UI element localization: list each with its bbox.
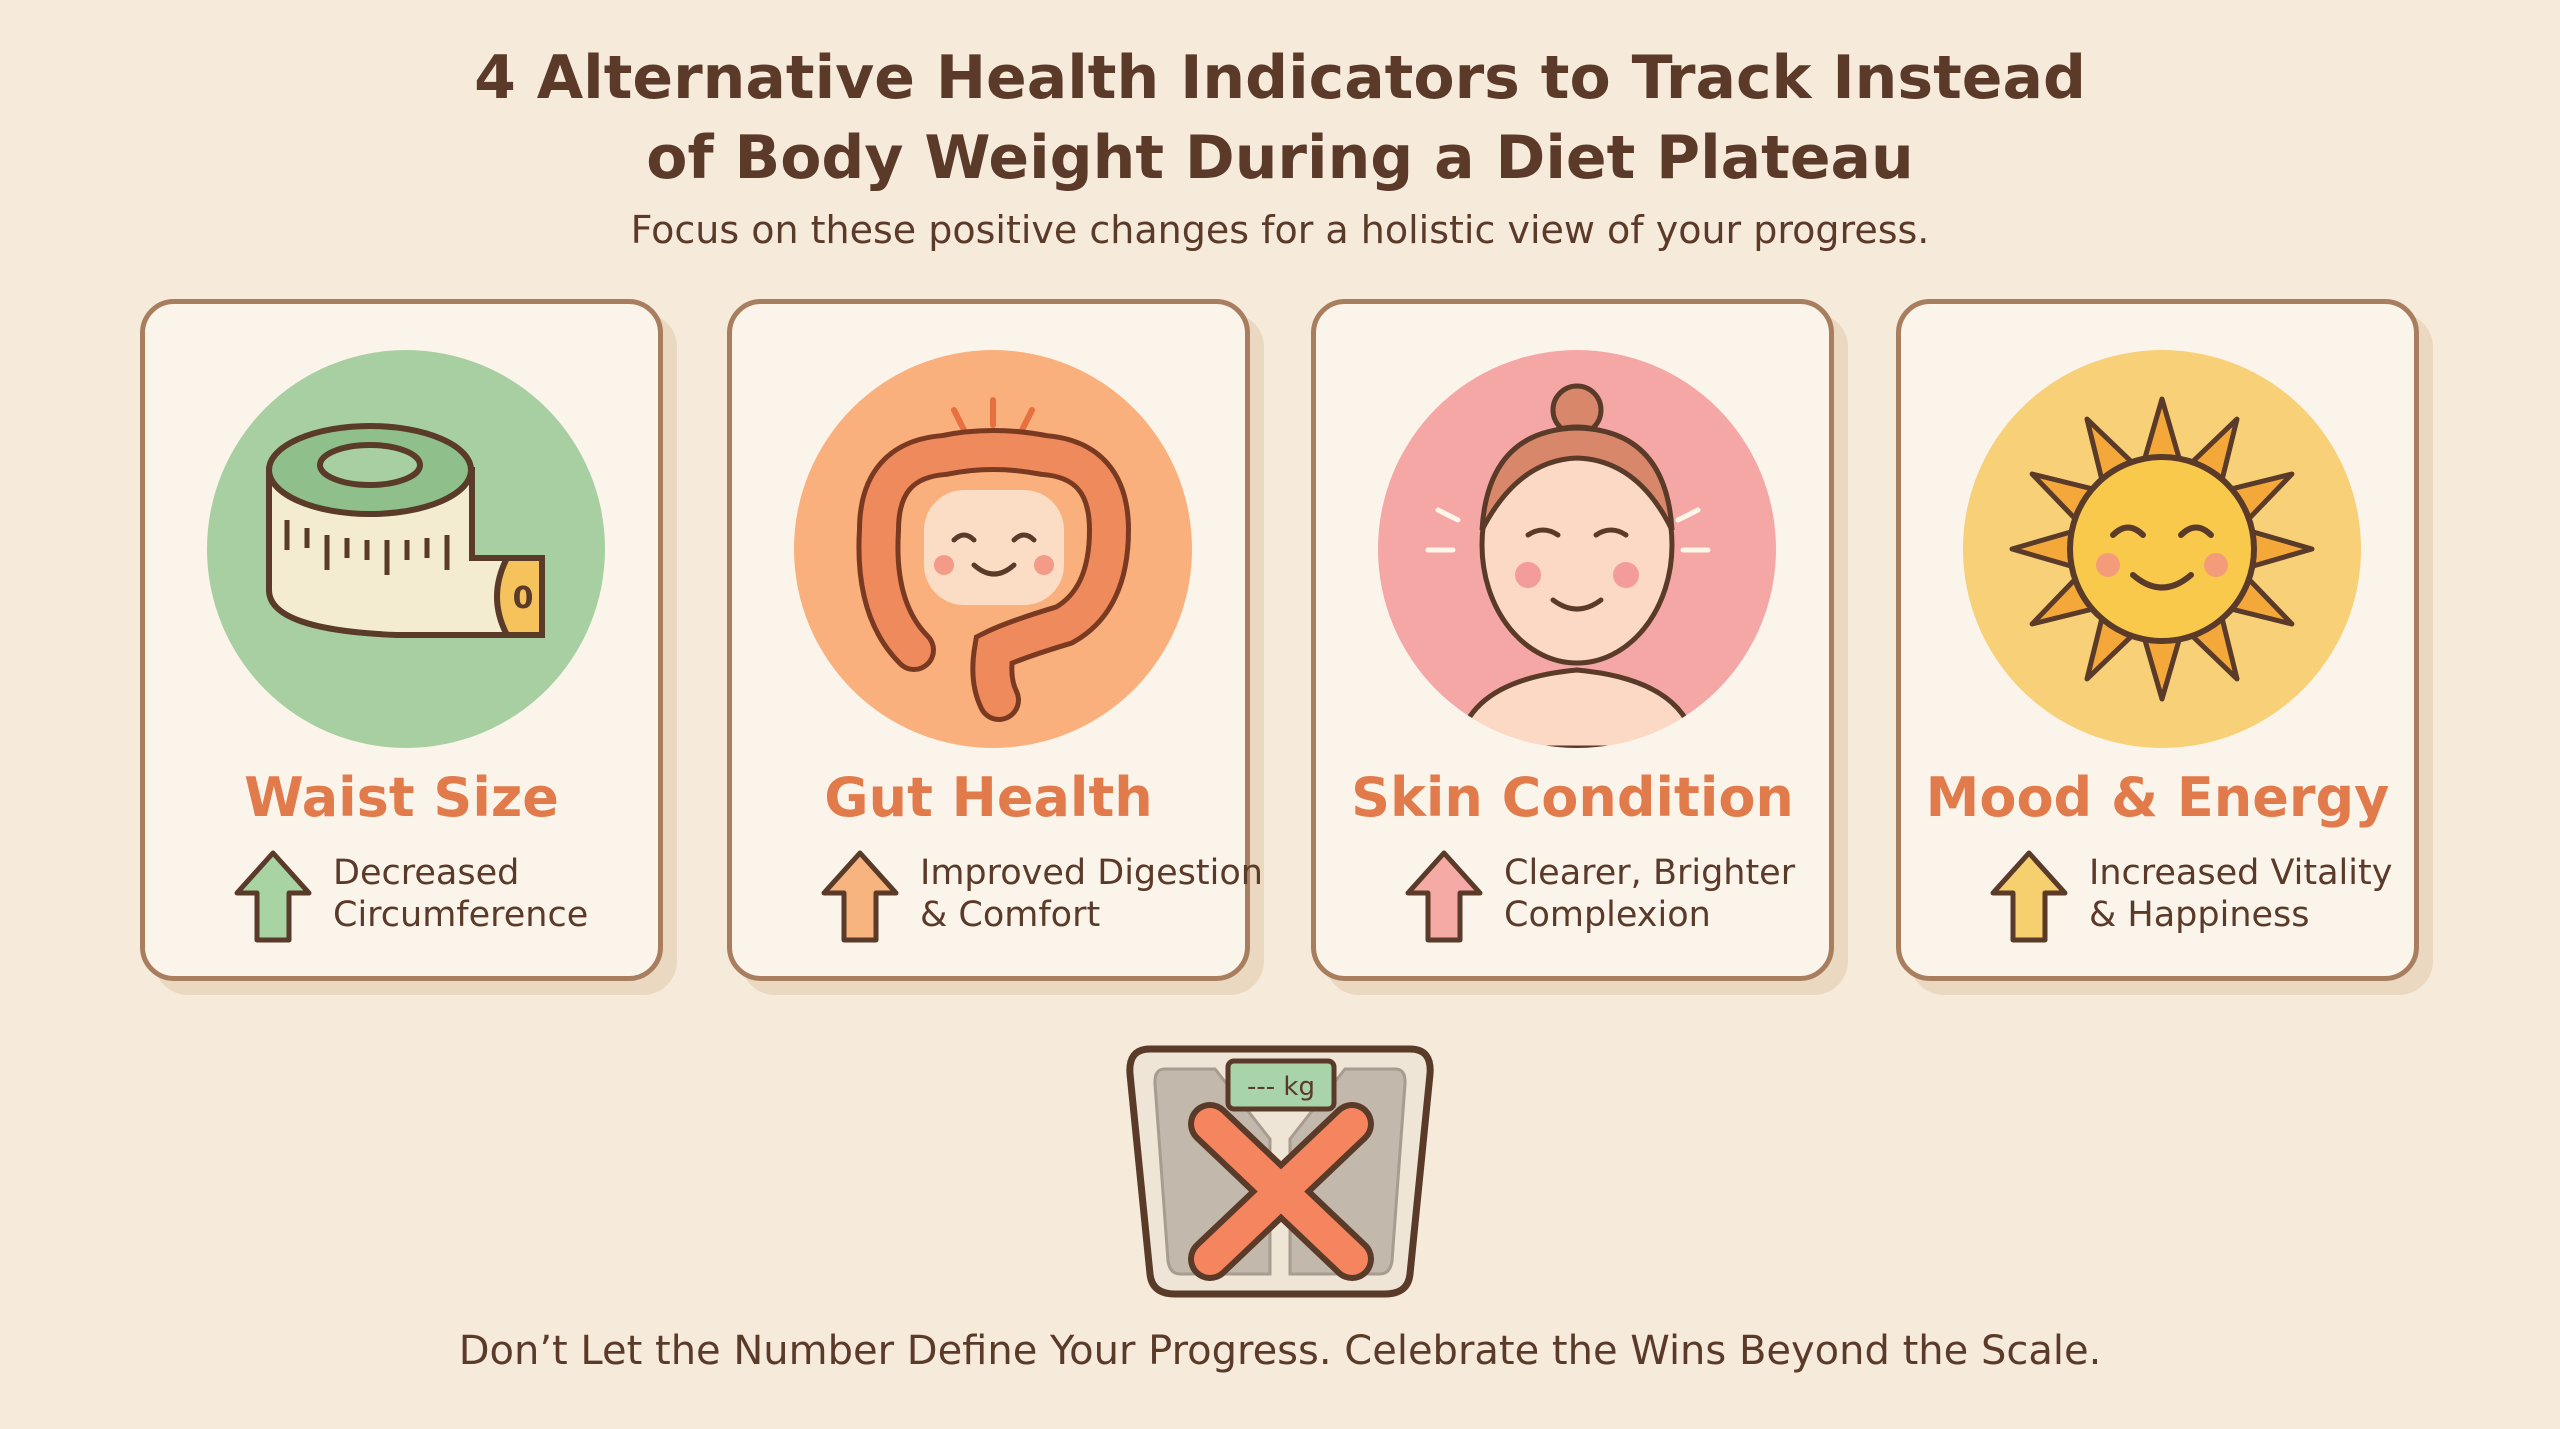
face-icon [1378, 350, 1776, 748]
crossed-out-scale-icon: --- kg [1126, 1045, 1434, 1298]
card-mood-energy: Mood & Energy Increased Vitality & Happin… [1896, 299, 2419, 981]
card-title: Waist Size [244, 766, 559, 829]
page-title: 4 Alternative Health Indicators to Track… [0, 38, 2560, 198]
card-title: Skin Condition [1351, 766, 1794, 829]
arrow-up-icon [821, 850, 899, 943]
card-waist-size: 0 Waist Size Decreased Circumference [140, 299, 663, 981]
intestine-icon [794, 350, 1192, 748]
arrow-up-icon [234, 850, 312, 943]
sun-ray [2247, 528, 2315, 570]
sun-icon [1963, 350, 2361, 748]
measuring-tape-icon: 0 [207, 350, 605, 748]
sun-ray [2009, 528, 2077, 570]
card-description: Decreased Circumference [333, 853, 589, 935]
card-title: Gut Health [824, 766, 1153, 829]
card-skin-condition: Skin Condition Clearer, Brighter Complexi… [1311, 299, 1834, 981]
page-subtitle: Focus on these positive changes for a ho… [630, 208, 1930, 252]
sun-ray [2141, 396, 2183, 464]
title-line-2: of Body Weight During a Diet Plateau [646, 123, 1914, 193]
arrow-up-icon [1405, 850, 1483, 943]
sun-ray [2141, 634, 2183, 702]
svg-text:0: 0 [513, 581, 534, 616]
card-description: Improved Digestion & Comfort [920, 853, 1263, 935]
card-gut-health: Gut Health Improved Digestion & Comfort [727, 299, 1263, 981]
arrow-up-icon [1990, 850, 2068, 943]
card-title: Mood & Energy [1925, 766, 2390, 829]
card-description: Clearer, Brighter Complexion [1504, 853, 1796, 935]
scale-display: --- kg [1247, 1072, 1315, 1102]
footer-message: Don’t Let the Number Define Your Progres… [458, 1328, 2102, 1374]
title-line-1: 4 Alternative Health Indicators to Track… [474, 43, 2086, 113]
card-description: Increased Vitality & Happiness [2089, 853, 2393, 935]
